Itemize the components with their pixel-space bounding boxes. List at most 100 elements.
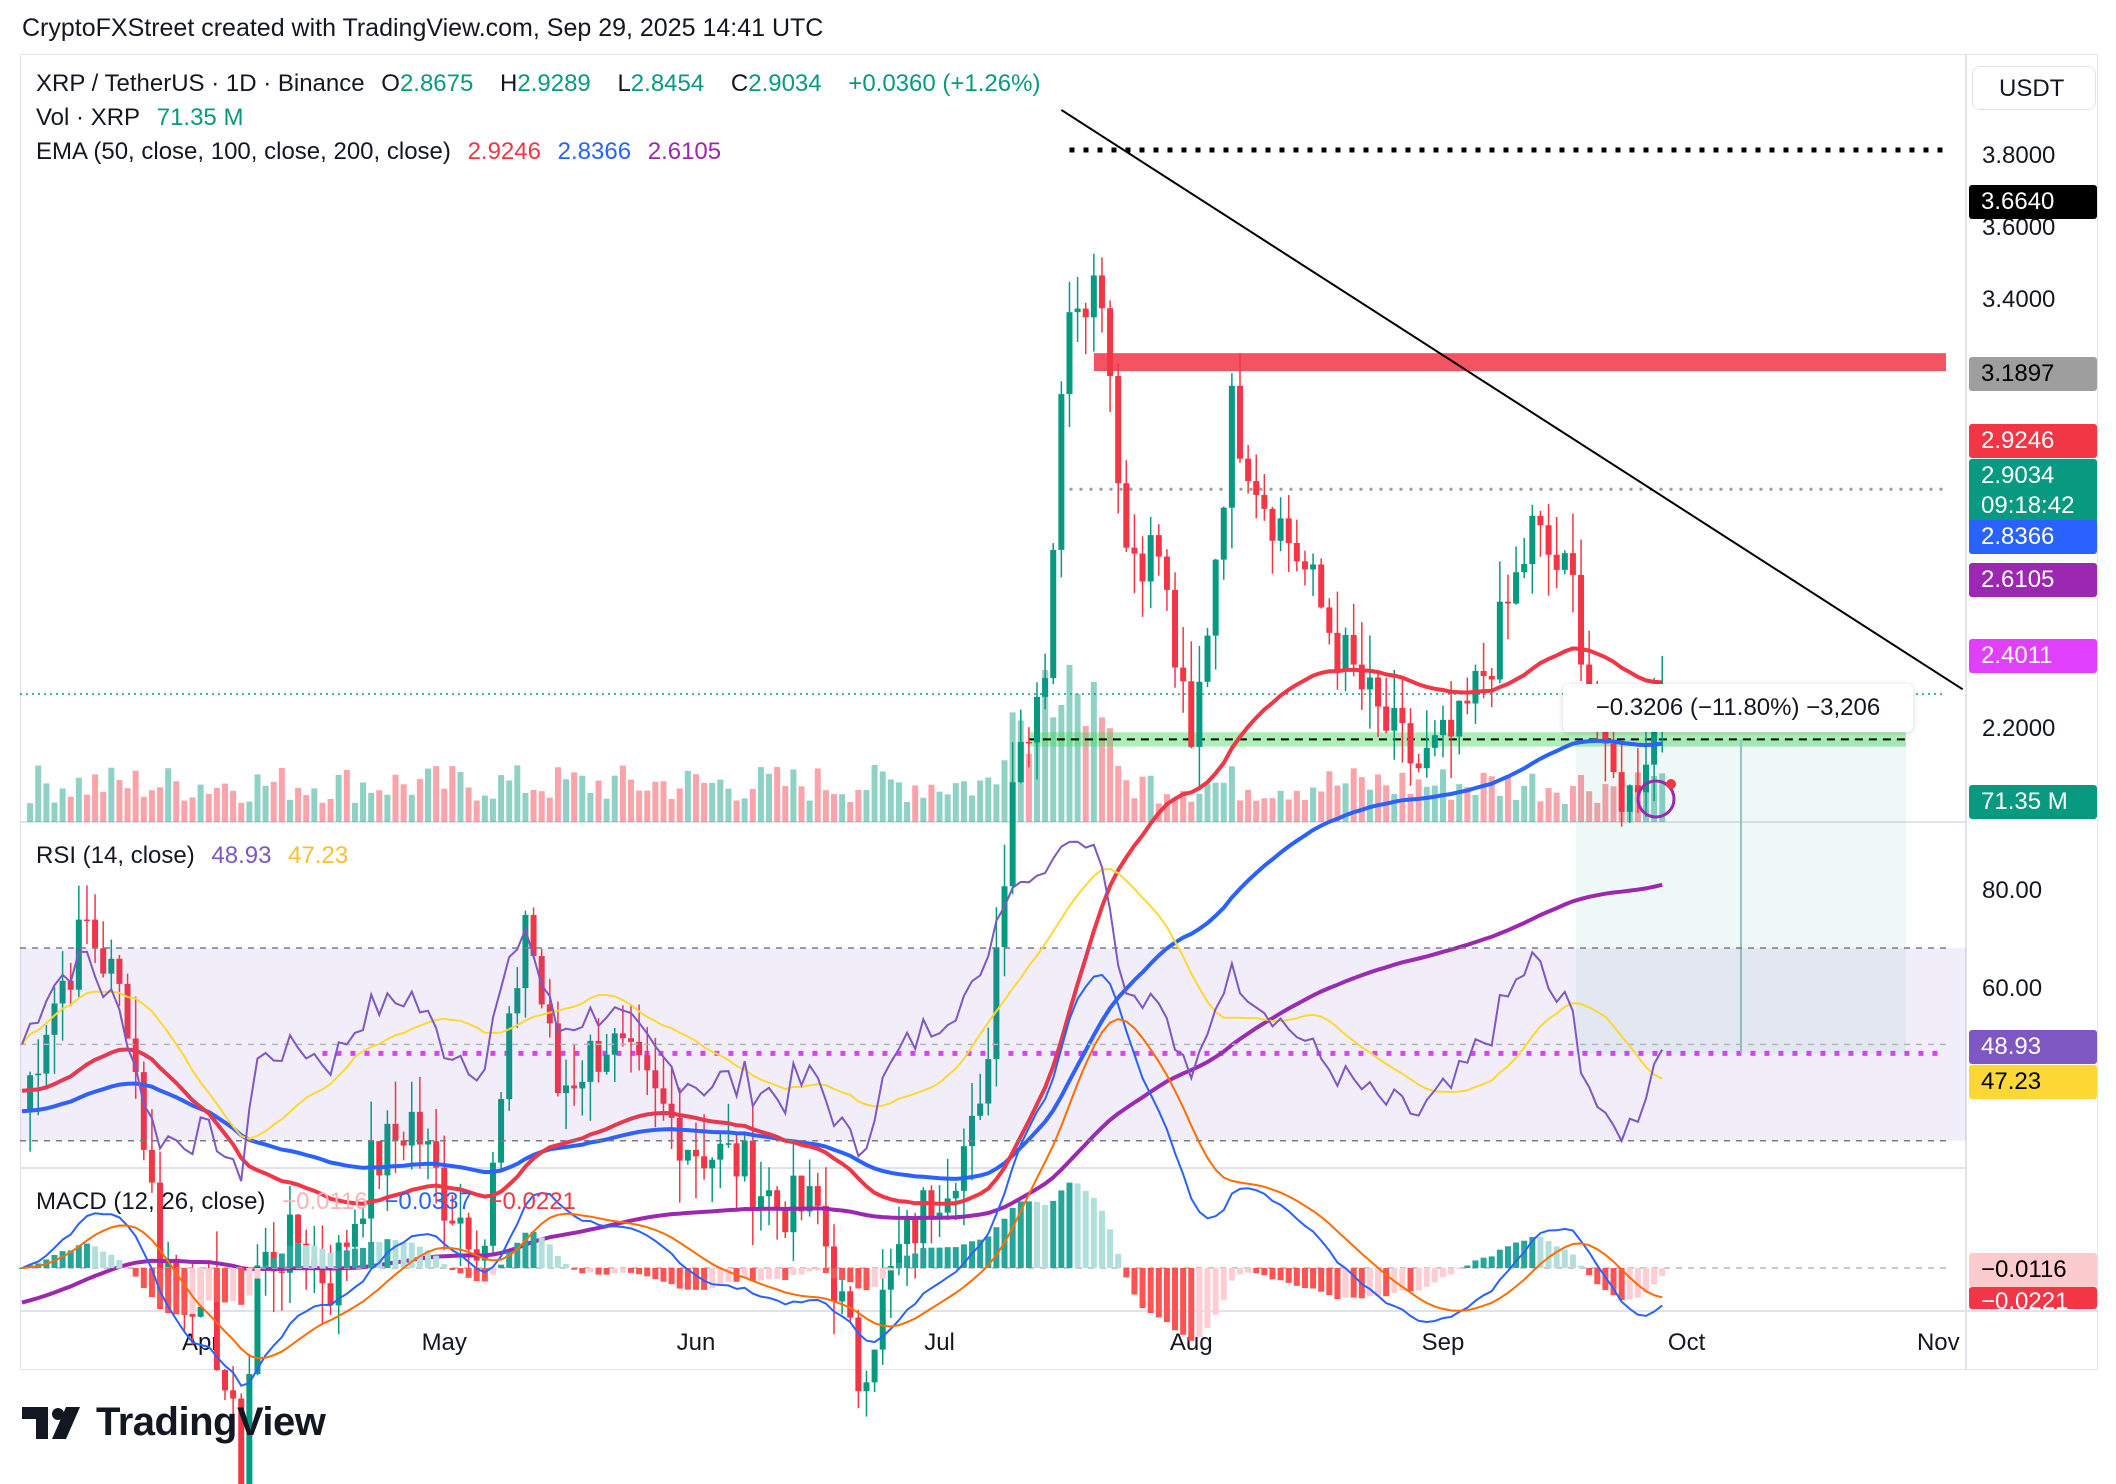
- ema-label[interactable]: EMA (50, close, 100, close, 200, close): [36, 138, 451, 165]
- candle-body: [733, 1143, 740, 1177]
- volume-bar: [1139, 776, 1146, 822]
- volume-bar: [571, 772, 578, 822]
- volume-bar: [1391, 793, 1398, 822]
- macd-histogram-bar: [1017, 1201, 1024, 1268]
- macd-histogram-bar: [489, 1268, 496, 1275]
- macd-histogram-bar: [709, 1268, 716, 1289]
- volume-bar: [1301, 799, 1308, 822]
- volume-bar: [222, 783, 228, 822]
- macd-histogram-bar: [213, 1268, 220, 1303]
- rsi-ma-axis-label: 47.23: [1969, 1065, 2097, 1099]
- volume-bar: [1480, 772, 1487, 822]
- macd-histogram-bar: [368, 1241, 375, 1268]
- macd-histogram-bar: [1578, 1265, 1585, 1268]
- volume-bar: [912, 785, 919, 822]
- macd-histogram-bar: [563, 1263, 570, 1268]
- volume-bar: [124, 788, 131, 822]
- candle-body: [798, 1175, 805, 1212]
- macd-label[interactable]: MACD (12, 26, close): [36, 1188, 266, 1215]
- candle-body: [782, 1208, 789, 1233]
- price-label-ema100: 2.8366: [1969, 520, 2097, 554]
- macd-histogram-bar: [1334, 1268, 1341, 1300]
- candle-body: [1545, 525, 1552, 555]
- macd-histogram-bar: [148, 1268, 155, 1298]
- candle-body: [587, 1040, 594, 1082]
- candle-body: [1017, 741, 1024, 783]
- volume-bar: [1529, 773, 1536, 822]
- macd-histogram-bar: [449, 1268, 456, 1271]
- volume-bar: [498, 775, 505, 822]
- candle-body: [1326, 607, 1333, 633]
- macd-histogram-bar: [1407, 1268, 1414, 1292]
- volume-bar: [831, 794, 837, 822]
- rsi-label[interactable]: RSI (14, close): [36, 842, 195, 869]
- currency-button[interactable]: USDT: [1972, 66, 2096, 110]
- macd-histogram-bar: [1594, 1268, 1601, 1285]
- volume-bar: [75, 777, 82, 822]
- candle-body: [1569, 553, 1576, 575]
- time-tick-label: Sep: [1422, 1329, 1465, 1356]
- candle-body: [806, 1186, 813, 1212]
- candle-body: [1480, 670, 1487, 677]
- volume-bar: [1342, 783, 1349, 822]
- time-tick-label: May: [422, 1329, 467, 1356]
- volume-bar: [1147, 775, 1154, 822]
- candle-body: [1042, 678, 1049, 697]
- macd-histogram-bar: [814, 1268, 821, 1271]
- candle-body: [1529, 515, 1536, 564]
- macd-histogram-bar: [473, 1268, 480, 1282]
- candle-body: [83, 919, 90, 922]
- macd-histogram-bar: [425, 1250, 431, 1268]
- macd-histogram-bar: [554, 1256, 561, 1268]
- macd-histogram-bar: [644, 1268, 651, 1277]
- macd-histogram-bar: [928, 1247, 935, 1268]
- candle-body: [1090, 275, 1097, 318]
- candle-body: [1172, 589, 1179, 668]
- volume-bar: [895, 782, 902, 822]
- candle-body: [571, 1085, 578, 1089]
- candle-body: [327, 1283, 334, 1306]
- candle-body: [1464, 700, 1471, 704]
- candle-body: [692, 1149, 699, 1157]
- volume-bar: [1375, 774, 1382, 822]
- symbol-name[interactable]: XRP / TetherUS · 1D · Binance: [36, 70, 365, 97]
- volume-bar: [254, 774, 261, 822]
- macd-histogram-bar: [717, 1268, 724, 1285]
- volume-bar: [197, 784, 204, 822]
- macd-hist-value: −0.0116: [282, 1188, 368, 1215]
- volume-bar: [1115, 766, 1122, 822]
- candle-body: [246, 1374, 253, 1484]
- candle-body: [538, 956, 545, 1005]
- candle-body: [628, 1038, 634, 1042]
- volume-label[interactable]: Vol · XRP: [36, 104, 141, 131]
- chart-author-header: CryptoFXStreet created with TradingView.…: [22, 14, 824, 42]
- macd-histogram-bar: [1050, 1200, 1057, 1268]
- macd-histogram-bar: [116, 1259, 123, 1268]
- candle-body: [741, 1140, 748, 1177]
- macd-histogram-bar: [343, 1250, 350, 1268]
- volume-bar: [189, 797, 196, 822]
- volume-bar: [1407, 793, 1414, 822]
- volume-bar: [384, 794, 391, 822]
- candle-body: [1131, 547, 1138, 554]
- macd-histogram-bar: [855, 1268, 862, 1289]
- macd-histogram-bar: [108, 1254, 115, 1268]
- candle-body: [1399, 707, 1406, 724]
- volume-bar: [92, 774, 99, 822]
- candle-body: [1496, 601, 1503, 680]
- candle-body: [1366, 677, 1373, 690]
- price-tick-label: 2.2000: [1982, 715, 2055, 742]
- volume-bar: [449, 766, 456, 822]
- candle-body: [1107, 308, 1114, 377]
- candle-body: [1415, 763, 1422, 769]
- tradingview-logo-icon: [22, 1406, 80, 1439]
- volume-bar: [1602, 784, 1609, 822]
- candle-body: [1626, 785, 1633, 812]
- candle-body: [1066, 312, 1073, 395]
- macd-histogram-bar: [766, 1268, 773, 1280]
- macd-histogram-bar: [197, 1268, 204, 1307]
- volume-bar: [213, 787, 220, 822]
- macd-histogram-bar: [863, 1268, 870, 1291]
- macd-histogram-bar: [1342, 1268, 1349, 1298]
